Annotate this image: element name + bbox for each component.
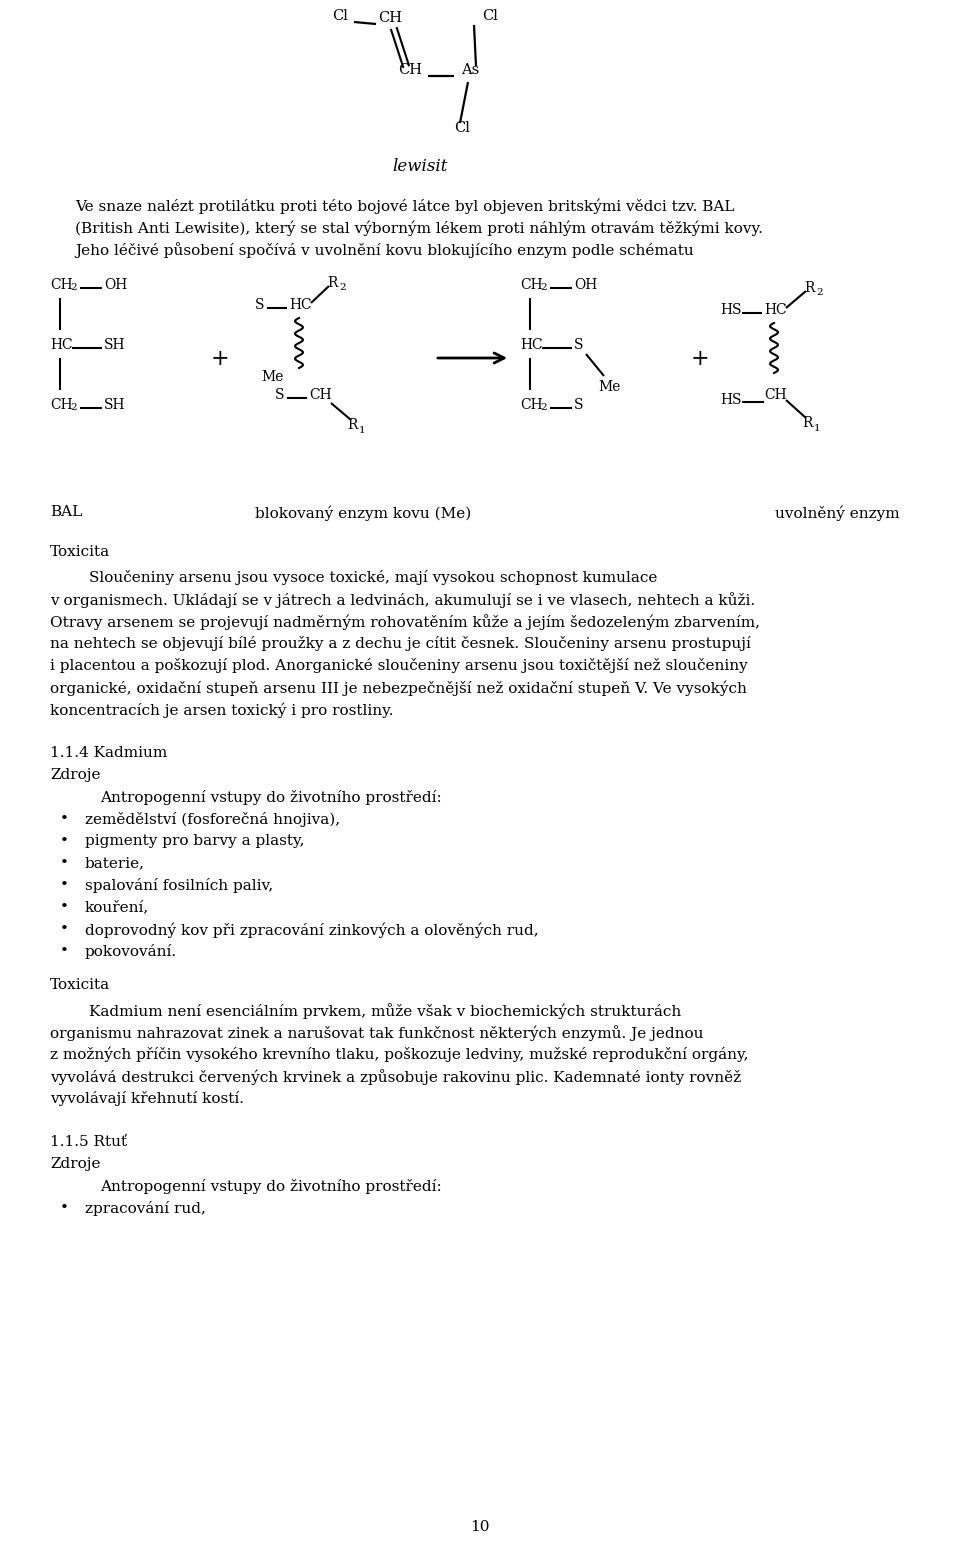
Text: Me: Me bbox=[262, 371, 284, 385]
Text: lewisit: lewisit bbox=[393, 157, 447, 174]
Text: S: S bbox=[574, 399, 584, 413]
Text: 1: 1 bbox=[814, 424, 821, 433]
Text: CH: CH bbox=[520, 399, 542, 413]
Text: Kadmium není esenciálním prvkem, může však v biochemických strukturách: Kadmium není esenciálním prvkem, může vš… bbox=[50, 1003, 682, 1018]
Text: Cl: Cl bbox=[482, 9, 498, 23]
Text: CH: CH bbox=[378, 11, 402, 25]
Text: koncentracích je arsen toxický i pro rostliny.: koncentracích je arsen toxický i pro ros… bbox=[50, 702, 394, 718]
Text: kouření,: kouření, bbox=[85, 900, 149, 914]
Text: doprovodný kov při zpracování zinkových a olověných rud,: doprovodný kov při zpracování zinkových … bbox=[85, 922, 539, 937]
Text: i placentou a poškozují plod. Anorganické sloučeniny arsenu jsou toxičtější než : i placentou a poškozují plod. Anorganick… bbox=[50, 659, 748, 673]
Text: pigmenty pro barvy a plasty,: pigmenty pro barvy a plasty, bbox=[85, 835, 304, 849]
Text: S: S bbox=[255, 297, 265, 311]
Text: •: • bbox=[60, 900, 69, 914]
Text: na nehtech se objevují bílé proužky a z dechu je cítit česnek. Sloučeniny arsenu: na nehtech se objevují bílé proužky a z … bbox=[50, 635, 751, 651]
Text: HS: HS bbox=[720, 392, 741, 406]
Text: CH: CH bbox=[50, 399, 73, 413]
Text: 2: 2 bbox=[70, 403, 77, 413]
Text: S: S bbox=[574, 338, 584, 352]
Text: HC: HC bbox=[289, 297, 312, 311]
Text: vyvolávají křehnutí kostí.: vyvolávají křehnutí kostí. bbox=[50, 1091, 244, 1105]
Text: R: R bbox=[804, 280, 814, 294]
Text: 2: 2 bbox=[540, 283, 546, 293]
Text: CH: CH bbox=[309, 388, 331, 402]
Text: zpracování rud,: zpracování rud, bbox=[85, 1200, 205, 1216]
Text: Zdroje: Zdroje bbox=[50, 1157, 101, 1171]
Text: SH: SH bbox=[104, 338, 126, 352]
Text: organismu nahrazovat zinek a narušovat tak funkčnost některých enzymů. Je jednou: organismu nahrazovat zinek a narušovat t… bbox=[50, 1025, 704, 1042]
Text: •: • bbox=[60, 1200, 69, 1214]
Text: BAL: BAL bbox=[50, 504, 83, 518]
Text: HC: HC bbox=[50, 338, 73, 352]
Text: HC: HC bbox=[764, 304, 786, 318]
Text: baterie,: baterie, bbox=[85, 856, 145, 870]
Text: pokovování.: pokovování. bbox=[85, 944, 178, 959]
Text: 1: 1 bbox=[359, 427, 366, 434]
Text: 2: 2 bbox=[70, 283, 77, 293]
Text: OH: OH bbox=[574, 279, 597, 293]
Text: 1.1.4 Kadmium: 1.1.4 Kadmium bbox=[50, 746, 167, 760]
Text: R: R bbox=[347, 417, 357, 431]
Text: Toxicita: Toxicita bbox=[50, 545, 110, 559]
Text: blokovaný enzym kovu (Me): blokovaný enzym kovu (Me) bbox=[255, 504, 471, 520]
Text: •: • bbox=[60, 813, 69, 827]
Text: •: • bbox=[60, 835, 69, 849]
Text: OH: OH bbox=[104, 279, 128, 293]
Text: •: • bbox=[60, 922, 69, 936]
Text: 2: 2 bbox=[339, 283, 346, 293]
Text: spalování fosilních paliv,: spalování fosilních paliv, bbox=[85, 878, 274, 894]
Text: •: • bbox=[60, 878, 69, 892]
Text: v organismech. Ukládají se v játrech a ledvinách, akumulují se i ve vlasech, neh: v organismech. Ukládají se v játrech a l… bbox=[50, 592, 756, 607]
Text: Jeho léčivé působení spočívá v uvolnění kovu blokujícího enzym podle schématu: Jeho léčivé působení spočívá v uvolnění … bbox=[75, 241, 694, 258]
Text: CH: CH bbox=[764, 388, 786, 402]
Text: 1.1.5 Rtuť: 1.1.5 Rtuť bbox=[50, 1135, 127, 1149]
Text: As: As bbox=[461, 62, 479, 76]
Text: HS: HS bbox=[720, 304, 741, 318]
Text: Cl: Cl bbox=[454, 121, 470, 135]
Text: uvolněný enzym: uvolněný enzym bbox=[776, 504, 900, 520]
Text: HC: HC bbox=[520, 338, 542, 352]
Text: (British Anti Lewisite), který se stal výborným lékem proti náhlým otravám těžký: (British Anti Lewisite), který se stal v… bbox=[75, 220, 763, 235]
Text: organické, oxidační stupeň arsenu III je nebezpečnější než oxidační stupeň V. Ve: organické, oxidační stupeň arsenu III je… bbox=[50, 680, 747, 696]
Text: Toxicita: Toxicita bbox=[50, 978, 110, 992]
Text: Otravy arsenem se projevují nadměrným rohovatěním kůže a jejím šedozeleným zbarv: Otravy arsenem se projevují nadměrným ro… bbox=[50, 613, 760, 631]
Text: R: R bbox=[802, 416, 812, 430]
Text: z možných příčin vysokého krevního tlaku, poškozuje ledviny, mužské reprodukční : z možných příčin vysokého krevního tlaku… bbox=[50, 1046, 749, 1062]
Text: Antropogenní vstupy do životního prostředí:: Antropogenní vstupy do životního prostře… bbox=[100, 1179, 442, 1194]
Text: •: • bbox=[60, 944, 69, 958]
Text: SH: SH bbox=[104, 399, 126, 413]
Text: 10: 10 bbox=[470, 1520, 490, 1534]
Text: Zdroje: Zdroje bbox=[50, 768, 101, 782]
Text: Ve snaze nalézt protilátku proti této bojové látce byl objeven britskými vědci t: Ve snaze nalézt protilátku proti této bo… bbox=[75, 198, 734, 213]
Text: +: + bbox=[210, 349, 229, 371]
Text: 2: 2 bbox=[540, 403, 546, 413]
Text: •: • bbox=[60, 856, 69, 870]
Text: S: S bbox=[275, 388, 284, 402]
Text: zemědělství (fosforečná hnojiva),: zemědělství (fosforečná hnojiva), bbox=[85, 813, 340, 827]
Text: CH: CH bbox=[50, 279, 73, 293]
Text: Cl: Cl bbox=[332, 9, 348, 23]
Text: Me: Me bbox=[598, 380, 620, 394]
Text: Antropogenní vstupy do životního prostředí:: Antropogenní vstupy do životního prostře… bbox=[100, 789, 442, 805]
Text: vyvolává destrukci červených krvinek a způsobuje rakovinu plic. Kademnaté ionty : vyvolává destrukci červených krvinek a z… bbox=[50, 1070, 741, 1085]
Text: Sloučeniny arsenu jsou vysoce toxické, mají vysokou schopnost kumulace: Sloučeniny arsenu jsou vysoce toxické, m… bbox=[50, 570, 658, 585]
Text: 2: 2 bbox=[816, 288, 823, 297]
Text: R: R bbox=[327, 276, 337, 290]
Text: CH: CH bbox=[520, 279, 542, 293]
Text: CH: CH bbox=[398, 62, 422, 76]
Text: +: + bbox=[690, 349, 709, 371]
